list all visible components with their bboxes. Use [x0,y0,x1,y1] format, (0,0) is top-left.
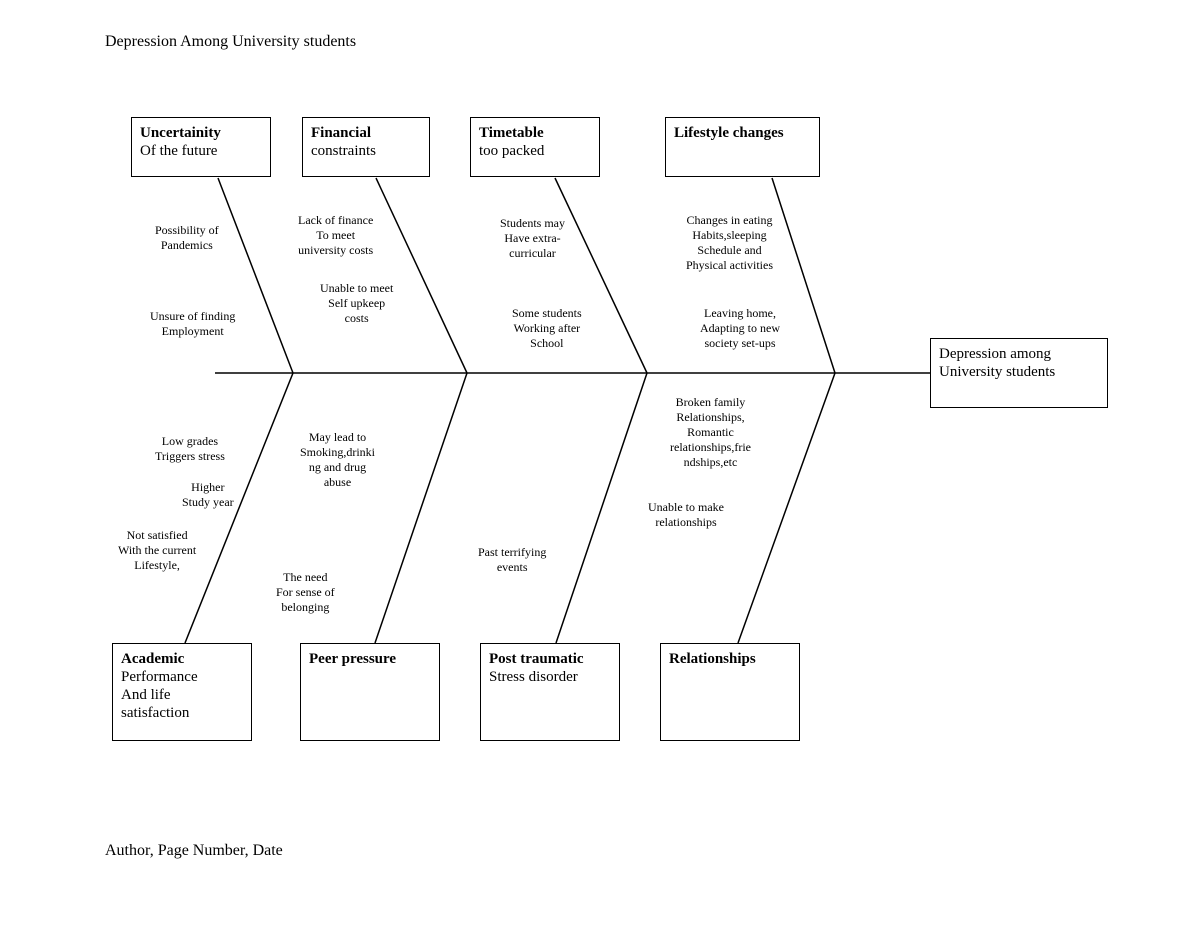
box-subtitle: too packed [479,142,591,160]
box-title: Timetable [479,124,591,142]
box-subtitle: Depression among University students [939,345,1099,381]
category-ptsd: Post traumaticStress disorder [480,643,620,741]
box-subtitle: Performance And life satisfaction [121,668,243,722]
cause-note: Not satisfied With the current Lifestyle… [118,528,196,573]
cause-note: The need For sense of belonging [276,570,335,615]
box-title: Post traumatic [489,650,611,668]
cause-note: Possibility of Pandemics [155,223,219,253]
category-financial: Financialconstraints [302,117,430,177]
category-timetable: Timetabletoo packed [470,117,600,177]
cause-note: Some students Working after School [512,306,582,351]
box-subtitle: Of the future [140,142,262,160]
category-lifestyle: Lifestyle changes [665,117,820,177]
page-footer: Author, Page Number, Date [105,842,283,860]
box-subtitle: constraints [311,142,421,160]
category-academic: AcademicPerformance And life satisfactio… [112,643,252,741]
box-title: Financial [311,124,421,142]
cause-note: Leaving home, Adapting to new society se… [700,306,780,351]
head-box: Depression among University students [930,338,1108,408]
cause-note: Past terrifying events [478,545,546,575]
cause-note: May lead to Smoking,drinki ng and drug a… [300,430,375,490]
box-title: Uncertainity [140,124,262,142]
box-title: Academic [121,650,243,668]
cause-note: Lack of finance To meet university costs [298,213,373,258]
cause-note: Changes in eating Habits,sleeping Schedu… [686,213,773,273]
box-title: Peer pressure [309,650,431,668]
category-relationships: Relationships [660,643,800,741]
cause-note: Broken family Relationships, Romantic re… [670,395,751,470]
category-uncertainty: UncertainityOf the future [131,117,271,177]
cause-note: Low grades Triggers stress [155,434,225,464]
box-title: Lifestyle changes [674,124,811,142]
cause-note: Unable to make relationships [648,500,724,530]
page-title: Depression Among University students [105,33,356,51]
box-subtitle: Stress disorder [489,668,611,686]
fishbone-diagram-page: Depression Among University students Aut… [0,0,1200,927]
category-peer: Peer pressure [300,643,440,741]
cause-note: Higher Study year [182,480,234,510]
cause-note: Unable to meet Self upkeep costs [320,281,393,326]
box-title: Relationships [669,650,791,668]
cause-note: Students may Have extra- curricular [500,216,565,261]
cause-note: Unsure of finding Employment [150,309,235,339]
